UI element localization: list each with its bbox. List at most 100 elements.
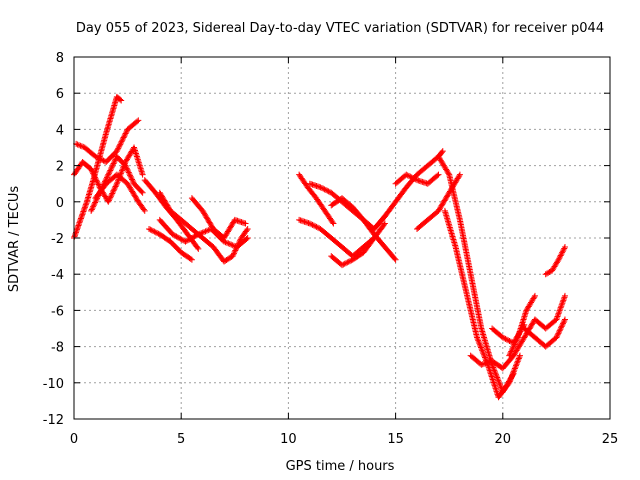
data-point	[125, 169, 132, 176]
data-point	[182, 238, 189, 245]
data-point	[112, 183, 119, 190]
data-point	[495, 378, 502, 385]
data-point	[174, 234, 181, 241]
data-point	[120, 134, 127, 141]
data-point	[170, 232, 177, 239]
data-point	[103, 174, 110, 181]
y-tick-label: -8	[51, 341, 64, 356]
series-track-x	[521, 316, 568, 350]
series-track-j	[146, 225, 195, 263]
data-point	[118, 97, 125, 104]
x-axis-label: GPS time / hours	[286, 459, 395, 474]
data-point	[516, 354, 523, 361]
data-point	[343, 260, 350, 267]
data-point	[230, 250, 237, 257]
data-point	[88, 206, 95, 213]
data-point	[507, 349, 514, 356]
data-point	[90, 170, 97, 177]
data-point	[506, 337, 513, 344]
data-point	[203, 227, 210, 234]
data-point	[115, 145, 122, 152]
data-point	[511, 365, 518, 372]
data-point	[111, 184, 118, 191]
data-point	[512, 364, 519, 371]
data-point	[147, 226, 154, 233]
data-point	[480, 350, 487, 357]
data-point	[553, 314, 560, 321]
series-track-z	[542, 244, 568, 278]
data-point	[88, 207, 95, 214]
x-tick-label: 10	[280, 432, 297, 447]
series-track-c	[73, 117, 142, 165]
data-point	[92, 174, 99, 181]
data-point	[118, 169, 125, 176]
data-point	[191, 233, 198, 240]
data-point	[196, 230, 203, 237]
data-point	[557, 306, 564, 313]
data-point	[495, 377, 502, 384]
data-point	[513, 362, 520, 369]
data-point	[508, 347, 515, 354]
data-point	[121, 133, 128, 140]
data-point	[410, 175, 417, 182]
data-point	[318, 184, 325, 191]
series-track-u	[467, 316, 538, 372]
data-point	[187, 255, 194, 262]
data-point	[123, 165, 130, 172]
data-point	[557, 304, 564, 311]
data-point	[113, 148, 120, 155]
y-tick-label: -4	[51, 268, 64, 283]
data-point	[557, 326, 564, 333]
data-point	[243, 236, 250, 243]
y-tick-label: -10	[43, 377, 64, 392]
data-point	[322, 187, 329, 194]
data-point	[501, 335, 508, 342]
data-point	[438, 149, 445, 156]
data-point	[151, 228, 158, 235]
data-point	[380, 221, 387, 228]
data-point	[89, 205, 96, 212]
data-point	[105, 197, 112, 204]
data-point	[506, 378, 513, 385]
x-tick-label: 5	[177, 432, 185, 447]
data-point	[93, 154, 100, 161]
data-point	[476, 341, 483, 348]
data-point	[94, 180, 101, 187]
data-point	[531, 292, 538, 299]
data-point	[229, 242, 236, 249]
data-point	[381, 220, 388, 227]
data-point	[88, 166, 95, 173]
data-point	[230, 251, 237, 258]
data-point	[511, 366, 518, 373]
data-point	[114, 179, 121, 186]
data-point	[89, 169, 96, 176]
data-point	[105, 198, 112, 205]
data-point	[408, 174, 415, 181]
data-point	[91, 173, 98, 180]
data-point	[512, 338, 519, 345]
data-point	[93, 177, 100, 184]
data-point	[556, 327, 563, 334]
data-point	[481, 353, 488, 360]
data-point	[187, 235, 194, 242]
data-point	[111, 186, 118, 193]
data-point	[344, 259, 351, 266]
data-point	[178, 236, 185, 243]
data-point	[173, 233, 180, 240]
data-point	[110, 187, 117, 194]
data-point	[95, 154, 102, 161]
data-point	[222, 239, 229, 246]
data-point	[543, 270, 550, 277]
data-point	[141, 207, 148, 214]
data-point	[561, 317, 568, 324]
data-point	[228, 241, 235, 248]
data-point	[559, 300, 566, 307]
data-point	[183, 237, 190, 244]
data-point	[554, 331, 561, 338]
data-point	[392, 256, 399, 263]
series-track-k	[296, 171, 337, 227]
data-point	[310, 222, 317, 229]
data-point	[198, 230, 205, 237]
data-point	[243, 227, 250, 234]
data-point	[559, 249, 566, 256]
